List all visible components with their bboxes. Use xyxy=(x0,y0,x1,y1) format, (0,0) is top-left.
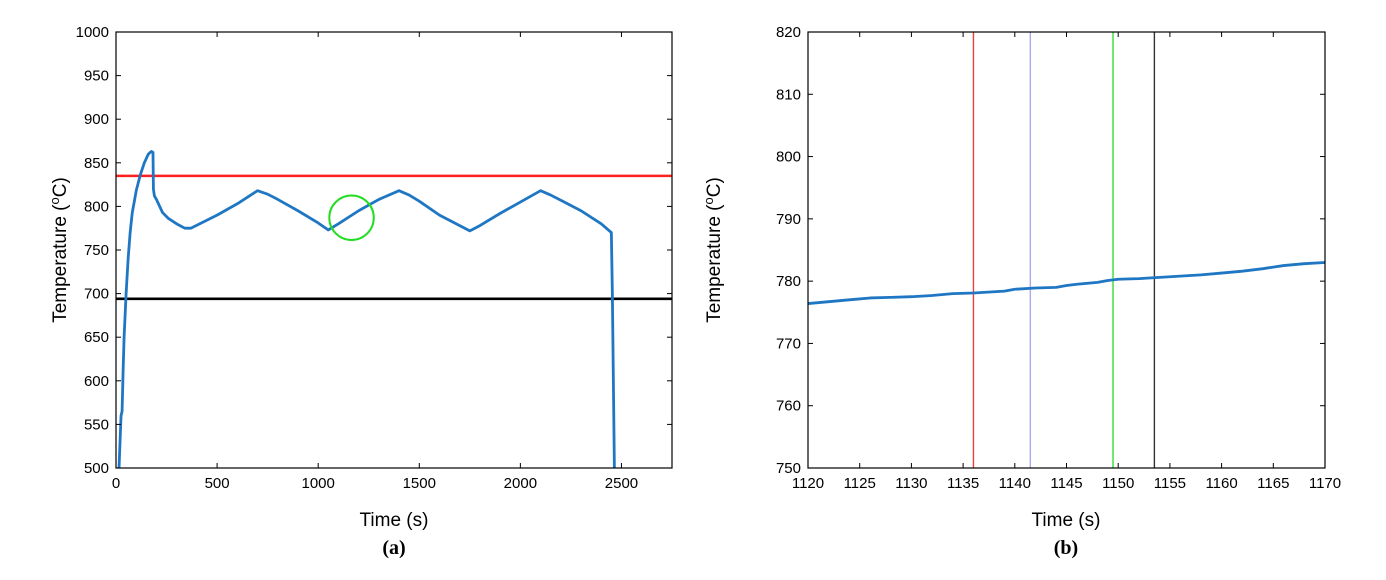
x-tick-label: 1155 xyxy=(1154,475,1186,492)
highlight-circle xyxy=(328,194,375,241)
series-line-b-1 xyxy=(808,261,1325,305)
y-tick-label: 1000 xyxy=(76,24,109,41)
y-tick-label: 700 xyxy=(84,286,109,303)
series-line-a-1 xyxy=(117,150,616,468)
x-tick-label: 500 xyxy=(205,475,230,492)
plot-clip-a xyxy=(116,150,672,468)
x-tick-label: 1160 xyxy=(1205,475,1237,492)
plot-area-b xyxy=(808,32,1325,468)
x-axis-label-b: Time (s) xyxy=(1032,510,1101,531)
y-tick-label: 750 xyxy=(776,460,801,477)
y-tick-label: 790 xyxy=(776,211,801,228)
x-axis-label-a: Time (s) xyxy=(360,510,429,531)
x-tick-label: 1120 xyxy=(792,475,824,492)
plot-area-a xyxy=(116,150,672,468)
chart-panel-a: 0 500 1000 1500 2000 250050055060065070075080… xyxy=(47,24,673,559)
y-tick-label: 770 xyxy=(776,335,801,352)
y-axis-label-a: Temperature (oC) xyxy=(47,177,71,323)
axes-frame-a xyxy=(115,31,673,469)
x-tick-label: 1145 xyxy=(1050,475,1082,492)
y-tick-label: 850 xyxy=(84,155,109,172)
x-tick-label: 2500 xyxy=(605,475,638,492)
ticks-b: 1120 1125 1130 1135 1140 1145 1150 1155 1160 1165… xyxy=(776,24,1341,492)
y-tick-label: 780 xyxy=(776,273,801,290)
y-tick-label: 800 xyxy=(84,198,109,215)
panel-label-b: (b) xyxy=(1054,537,1078,559)
y-tick-label: 600 xyxy=(84,373,109,390)
ticks-a: 0 500 1000 1500 2000 250050055060065070075080… xyxy=(76,24,672,492)
x-tick-label: 1170 xyxy=(1309,475,1341,492)
y-tick-label: 950 xyxy=(84,68,109,85)
x-tick-label: 1140 xyxy=(999,475,1031,492)
y-tick-label: 900 xyxy=(84,111,109,128)
plot-clip-b xyxy=(808,32,1325,468)
y-tick-label: 810 xyxy=(776,86,801,103)
x-tick-label: 1150 xyxy=(1102,475,1134,492)
axes-frame-b xyxy=(807,31,1326,469)
x-tick-label: 1125 xyxy=(844,475,876,492)
x-tick-label: 1500 xyxy=(403,475,436,492)
x-tick-label: 0 xyxy=(112,475,120,492)
x-tick-label: 1165 xyxy=(1257,475,1289,492)
panel-label-a: (a) xyxy=(382,537,405,559)
x-tick-label: 1135 xyxy=(947,475,979,492)
x-tick-label: 2000 xyxy=(504,475,537,492)
y-tick-label: 800 xyxy=(776,149,801,166)
y-tick-label: 650 xyxy=(84,329,109,346)
y-tick-label: 550 xyxy=(84,416,109,433)
x-tick-label: 1000 xyxy=(301,475,334,492)
y-axis-label-b: Temperature (oC) xyxy=(701,177,725,323)
x-tick-label: 1130 xyxy=(895,475,927,492)
y-tick-label: 820 xyxy=(776,24,801,41)
y-tick-label: 500 xyxy=(84,460,109,477)
chart-panel-b: 1120 1125 1130 1135 1140 1145 1150 1155 1160 1165… xyxy=(701,24,1341,559)
y-tick-label: 760 xyxy=(776,398,801,415)
y-tick-label: 750 xyxy=(84,242,109,259)
